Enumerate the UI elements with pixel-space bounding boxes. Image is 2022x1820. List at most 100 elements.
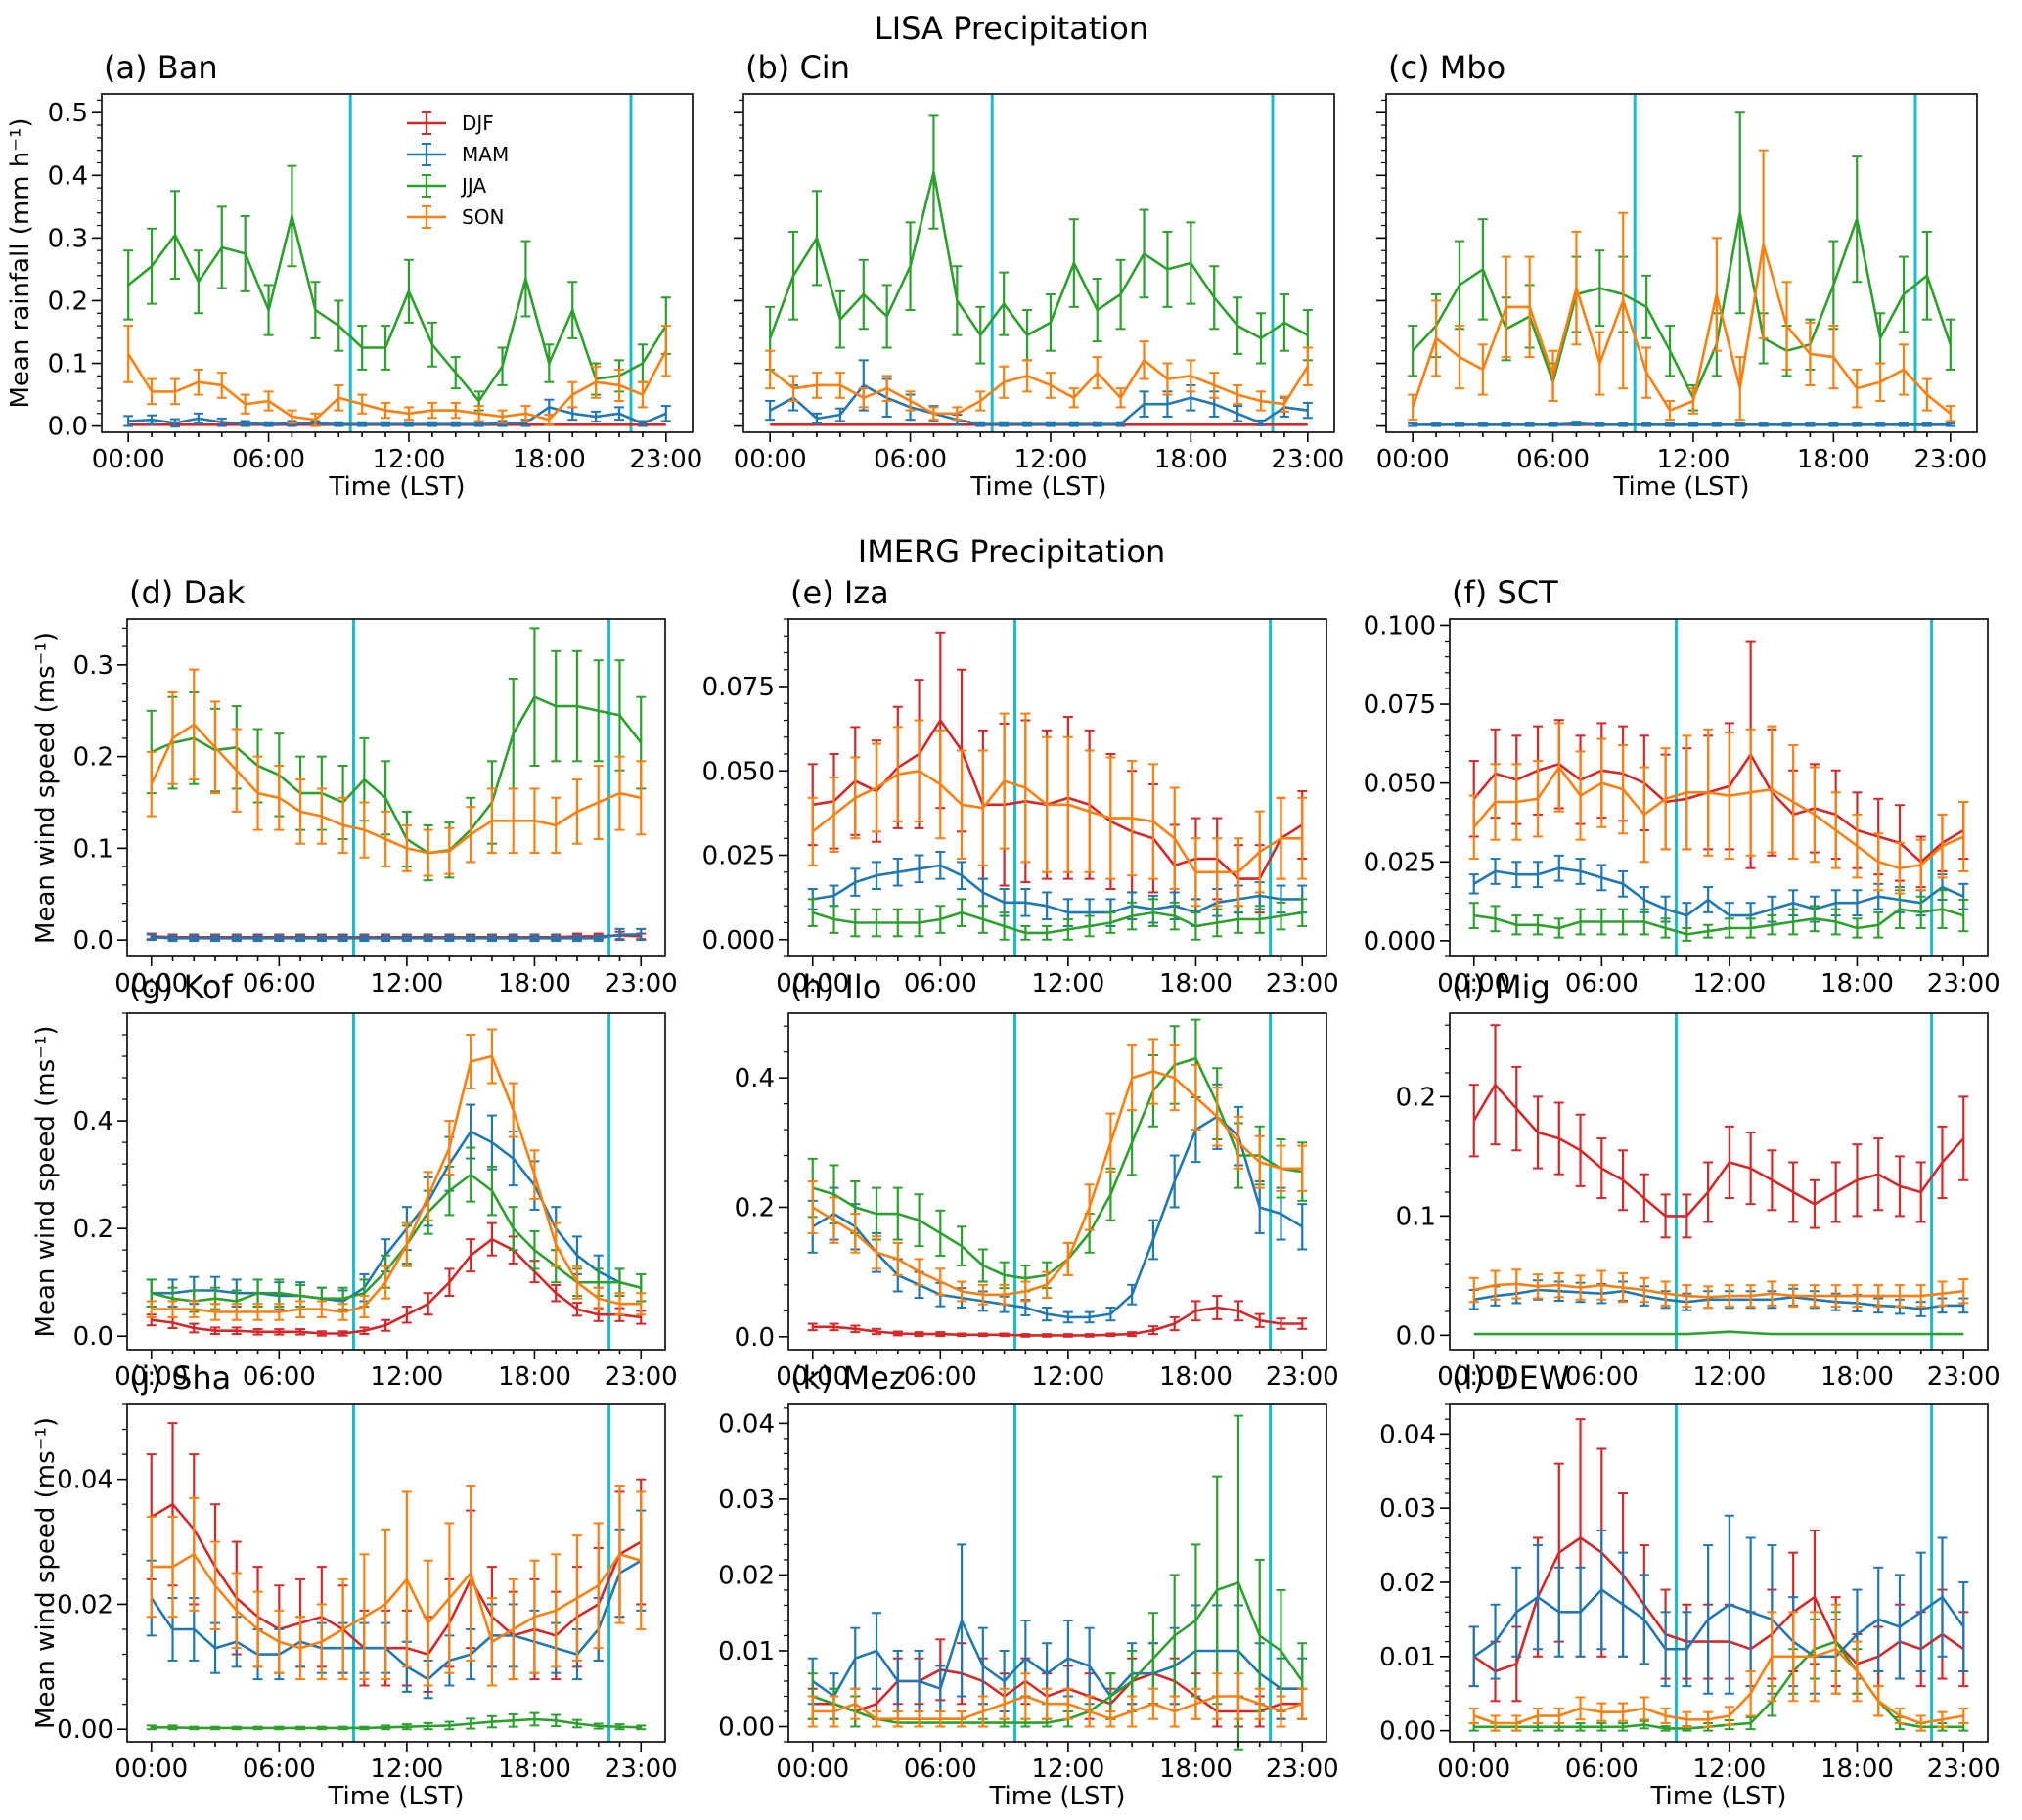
y-tick-label: 0.02 bbox=[1379, 1569, 1436, 1598]
x-tick-label: 06:00 bbox=[232, 445, 305, 474]
x-tick-label: 23:00 bbox=[629, 445, 702, 474]
axes-frame bbox=[787, 1012, 1327, 1351]
series-djf bbox=[1468, 1418, 1969, 1703]
series-line-jja bbox=[151, 1717, 642, 1730]
series-line-son bbox=[151, 1553, 642, 1650]
x-tick-label: 23:00 bbox=[1266, 969, 1339, 999]
x-tick-label: 18:00 bbox=[1159, 1362, 1233, 1392]
x-axis-label: Time (LST) bbox=[1649, 1782, 1786, 1811]
x-tick-label: 00:00 bbox=[114, 1362, 188, 1392]
y-tick-label: 0.100 bbox=[1364, 611, 1436, 641]
series-line-son bbox=[150, 723, 642, 855]
series-son bbox=[146, 668, 647, 877]
x-tick-label: 00:00 bbox=[114, 969, 188, 999]
y-tick-label: 0.04 bbox=[1379, 1420, 1436, 1449]
y-tick-label: 0.0 bbox=[73, 1322, 113, 1352]
y-tick-label: 0.3 bbox=[48, 224, 88, 253]
series-line-jja bbox=[768, 170, 1309, 340]
x-tick-label: 18:00 bbox=[1820, 1362, 1894, 1392]
series-line-son bbox=[1473, 1282, 1964, 1299]
series-djf bbox=[1468, 640, 1969, 889]
y-tick-label: 0.2 bbox=[1396, 1083, 1436, 1112]
series-son bbox=[765, 340, 1313, 422]
y-tick-label: 0.2 bbox=[735, 1193, 775, 1222]
panel-3: (c) Mbo 00:00 06:00 12:00 18:00 23:00 Time (LS… bbox=[1376, 49, 1988, 502]
series-jja bbox=[1408, 111, 1955, 412]
series-line-jja bbox=[812, 910, 1303, 935]
y-tick-label: 0.04 bbox=[57, 1466, 113, 1495]
panel-title: (b) Cin bbox=[745, 49, 850, 86]
x-tick-label: 06:00 bbox=[1565, 969, 1639, 999]
y-tick-label: 0.075 bbox=[702, 673, 775, 702]
panel-1: (a) Ban 00:00 06:00 12:00 18:00 23:00 Time (LS… bbox=[6, 49, 702, 502]
y-tick-label: 0.0 bbox=[1396, 1321, 1436, 1351]
y-tick-label: 0.075 bbox=[1364, 690, 1436, 720]
axes-frame bbox=[1449, 1012, 1989, 1351]
series-mam bbox=[1468, 1514, 1969, 1695]
series-line-djf bbox=[151, 1502, 642, 1656]
x-tick-label: 12:00 bbox=[1031, 969, 1104, 999]
series-line-jja bbox=[151, 1173, 642, 1303]
y-tick-label: 0.000 bbox=[1364, 927, 1436, 956]
series-line-son bbox=[1411, 243, 1952, 415]
series-jja bbox=[807, 1018, 1308, 1293]
series-jja bbox=[1468, 889, 1969, 942]
series-djf bbox=[807, 631, 1308, 914]
axes-frame bbox=[1449, 618, 1989, 957]
x-tick-label: 12:00 bbox=[1656, 445, 1730, 474]
panel-title: (h) Ilo bbox=[790, 968, 881, 1005]
series-line-jja bbox=[127, 214, 667, 403]
series-line-son bbox=[151, 1054, 642, 1313]
legend: DJF MAM JJA SON bbox=[407, 111, 509, 229]
series-line-jja bbox=[812, 1057, 1303, 1280]
x-tick-label: 12:00 bbox=[370, 1754, 443, 1784]
x-tick-label: 12:00 bbox=[1692, 969, 1766, 999]
x-tick-label: 18:00 bbox=[1159, 1754, 1233, 1784]
series-line-jja bbox=[151, 695, 643, 855]
series-line-mam bbox=[812, 864, 1303, 914]
y-tick-label: 0.2 bbox=[73, 1215, 113, 1244]
x-axis-label: Time (LST) bbox=[988, 1782, 1125, 1811]
series-line-djf bbox=[1472, 753, 1964, 864]
x-tick-label: 18:00 bbox=[513, 445, 586, 474]
series-jja bbox=[146, 1146, 647, 1313]
x-tick-label: 12:00 bbox=[1692, 1362, 1766, 1392]
y-tick-label: 0.1 bbox=[1396, 1202, 1436, 1231]
series-line-mam bbox=[151, 1130, 642, 1303]
series-line-mam bbox=[128, 406, 667, 425]
series-mam bbox=[146, 927, 647, 943]
y-tick-label: 0.1 bbox=[73, 834, 113, 864]
x-axis-label: Time (LST) bbox=[328, 472, 465, 502]
y-tick-label: 0.050 bbox=[1364, 770, 1436, 799]
y-tick-label: 0.00 bbox=[57, 1715, 113, 1745]
series-line-mam bbox=[150, 1559, 642, 1681]
y-tick-label: 0.025 bbox=[702, 842, 775, 871]
x-tick-label: 23:00 bbox=[1266, 1754, 1339, 1784]
x-axis-label: Time (LST) bbox=[969, 472, 1106, 502]
series-line-son bbox=[769, 359, 1309, 416]
series-line-jja bbox=[1473, 908, 1964, 936]
series-djf bbox=[146, 1221, 647, 1337]
y-tick-label: 0.0 bbox=[48, 413, 88, 442]
legend-label-jja: JJA bbox=[460, 174, 486, 198]
x-tick-label: 18:00 bbox=[498, 1754, 571, 1784]
axes-frame bbox=[1385, 93, 1978, 433]
y-tick-label: 0.4 bbox=[48, 161, 88, 191]
panel-title: (a) Ban bbox=[104, 49, 218, 86]
series-son bbox=[123, 325, 671, 427]
x-tick-label: 06:00 bbox=[1516, 445, 1590, 474]
x-tick-label: 06:00 bbox=[904, 969, 977, 999]
series-line-son bbox=[127, 350, 667, 422]
y-axis-label: Mean rainfall (mm h⁻¹) bbox=[6, 117, 35, 408]
x-tick-label: 18:00 bbox=[1154, 445, 1228, 474]
series-djf bbox=[807, 1638, 1308, 1728]
suptitle-imerg: IMERG Precipitation bbox=[858, 533, 1165, 570]
x-tick-label: 00:00 bbox=[1437, 1754, 1510, 1784]
series-mam bbox=[765, 359, 1313, 427]
legend-label-mam: MAM bbox=[462, 143, 509, 166]
series-line-mam bbox=[812, 1619, 1303, 1698]
series-son bbox=[146, 1028, 647, 1321]
panel-4: (d) Dak 00:00 06:00 12:00 18:00 23:00 0.0 0.1 0.… bbox=[31, 574, 678, 999]
x-tick-label: 06:00 bbox=[243, 969, 316, 999]
